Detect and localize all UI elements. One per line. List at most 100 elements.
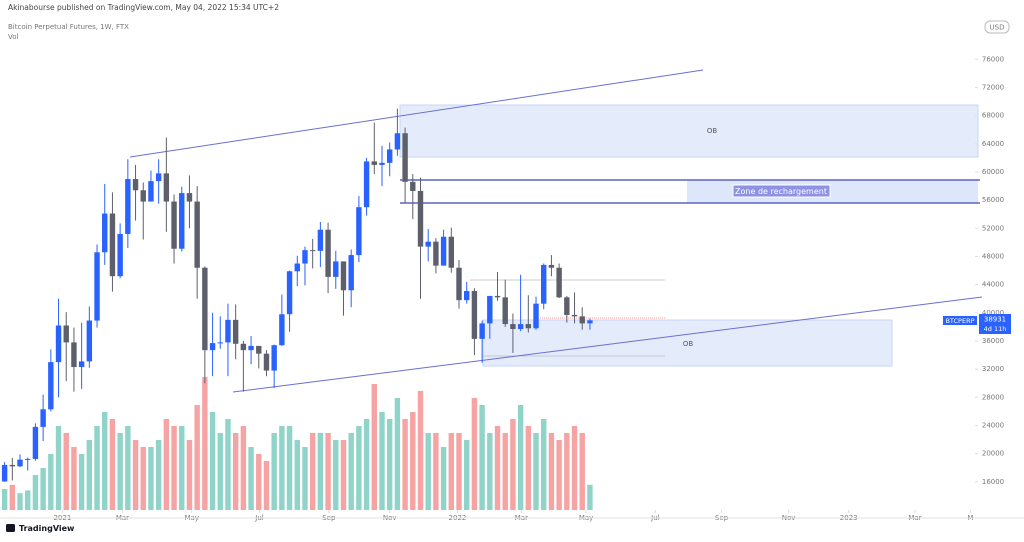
candle-body <box>294 263 300 272</box>
candle-body <box>125 179 131 234</box>
candle-body <box>17 459 23 467</box>
volume-bar <box>464 440 470 510</box>
volume-bar <box>248 447 254 510</box>
candle-body <box>579 316 585 324</box>
candle-body <box>417 190 424 247</box>
brand-logo <box>6 524 15 532</box>
candle-body <box>40 409 46 427</box>
candle-body <box>533 303 539 329</box>
candle-body <box>425 241 431 247</box>
y-tick-label: 32000 <box>982 365 1004 373</box>
volume-bar <box>17 493 23 510</box>
volume-bar <box>325 433 331 510</box>
y-tick-label: 44000 <box>982 281 1004 289</box>
volume-bar <box>317 433 324 510</box>
zone-badge <box>732 184 831 198</box>
y-tick-label: 40000 <box>982 309 1004 317</box>
candle-body <box>256 345 262 354</box>
candle-body <box>502 297 508 325</box>
y-tick-label: 20000 <box>982 450 1004 458</box>
y-tick-label: 76000 <box>982 55 1004 63</box>
volume-bar <box>117 433 123 510</box>
volume-bar <box>202 377 208 510</box>
candle-body <box>356 207 362 256</box>
candle-body <box>456 267 462 301</box>
volume-bar <box>363 419 370 510</box>
candle-body <box>556 267 562 298</box>
candle-body <box>163 173 170 202</box>
ob-zone <box>399 104 979 158</box>
volume-bar <box>9 484 16 510</box>
candle-body <box>32 426 39 459</box>
volume-bar <box>125 426 131 510</box>
volume-bar <box>217 433 223 510</box>
candle-body <box>148 181 154 202</box>
candle-body <box>179 193 185 249</box>
marks: 16000 20000 24000 28000 32000 36000 40000 44000… <box>1 55 1004 522</box>
volume-bar <box>587 484 593 510</box>
candle-body <box>309 250 316 252</box>
ob-zone <box>482 319 893 367</box>
y-tick-label: 72000 <box>982 83 1004 91</box>
price-tag <box>979 314 1011 334</box>
volume-bar <box>171 426 177 510</box>
candle-body <box>202 267 208 351</box>
candle-body <box>225 319 231 343</box>
candle-body <box>109 213 116 277</box>
volume-bar <box>479 405 485 510</box>
candle-body <box>279 314 285 346</box>
volume-bar <box>302 447 308 510</box>
volume-bar <box>402 419 408 510</box>
volume-bar <box>55 426 62 510</box>
candle-body <box>464 290 470 301</box>
volume-bar <box>517 405 524 510</box>
y-tick-label: 36000 <box>982 337 1004 345</box>
ob-label: OB <box>683 340 694 348</box>
volume-bar <box>256 454 262 510</box>
candle-body <box>25 458 31 460</box>
volume-bar <box>356 426 362 510</box>
candle-body <box>471 290 478 339</box>
candle-body <box>340 261 347 291</box>
candle-body <box>94 252 100 321</box>
volume-bar <box>309 433 316 510</box>
volume-bar <box>86 440 93 510</box>
volume-bar <box>556 440 562 510</box>
volume-bar <box>471 398 478 510</box>
volume-bar <box>294 440 300 510</box>
volume-bar <box>417 391 424 510</box>
volume-bar <box>348 433 354 510</box>
volume-bar <box>40 468 46 510</box>
volume-bar <box>263 461 270 510</box>
candle-body <box>132 179 139 191</box>
candle-body <box>363 161 370 208</box>
candle-body <box>371 161 377 165</box>
candle-body <box>448 236 455 268</box>
candle-body <box>240 343 247 351</box>
candle-body <box>263 353 270 371</box>
candle-body <box>71 342 77 368</box>
volume-bar <box>132 440 139 510</box>
volume-bar <box>240 426 247 510</box>
volume-bar <box>510 419 516 510</box>
candle-body <box>171 201 177 249</box>
volume-bar <box>425 433 431 510</box>
candle-body <box>302 250 308 264</box>
candle-body <box>78 361 85 368</box>
volume-bar <box>1 489 8 510</box>
candle-body <box>102 213 108 253</box>
volume-bar <box>48 454 54 510</box>
candle-body <box>117 233 123 277</box>
volume-bar <box>333 440 339 510</box>
volume-bar <box>109 419 116 510</box>
volume-bar <box>448 433 455 510</box>
trend-line <box>232 296 983 393</box>
candle-body <box>48 362 54 410</box>
volume-bar <box>487 433 493 510</box>
candle-body <box>541 264 547 304</box>
candle-body <box>564 297 570 315</box>
candle-body <box>410 181 416 191</box>
currency-badge[interactable] <box>984 20 1010 34</box>
volume-bar <box>564 433 570 510</box>
volume-bar <box>194 405 200 510</box>
